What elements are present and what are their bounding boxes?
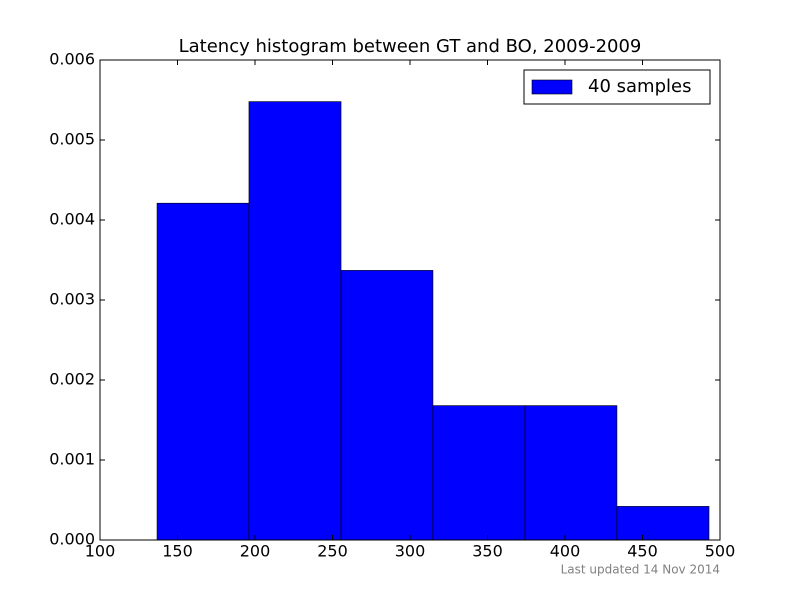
x-tick-label: 350 bbox=[472, 542, 503, 561]
x-tick-label: 450 bbox=[627, 542, 658, 561]
bar bbox=[340, 270, 434, 541]
y-tick-label: 0.002 bbox=[49, 370, 95, 389]
legend-label: 40 samples bbox=[588, 76, 691, 97]
annotation: Last updated 14 Nov 2014 bbox=[561, 563, 720, 577]
x-tick-label: 200 bbox=[240, 542, 271, 561]
x-tick-label: 150 bbox=[162, 542, 193, 561]
x-tick-label: 250 bbox=[317, 542, 348, 561]
x-tick-label: 100 bbox=[85, 542, 116, 561]
y-tick-label: 0.004 bbox=[49, 210, 95, 229]
x-tick-label: 300 bbox=[395, 542, 426, 561]
bar bbox=[616, 506, 710, 541]
bar bbox=[524, 405, 618, 541]
chart-title: Latency histogram between GT and BO, 200… bbox=[179, 36, 642, 57]
x-tick-label: 400 bbox=[550, 542, 581, 561]
y-tick-label: 0.000 bbox=[49, 530, 95, 549]
bar bbox=[432, 405, 526, 541]
y-tick-label: 0.003 bbox=[49, 290, 95, 309]
legend-swatch bbox=[531, 79, 573, 95]
y-tick-label: 0.006 bbox=[49, 50, 95, 69]
bar bbox=[156, 202, 250, 541]
y-tick-label: 0.001 bbox=[49, 450, 95, 469]
y-tick-label: 0.005 bbox=[49, 130, 95, 149]
x-tick-label: 500 bbox=[705, 542, 736, 561]
bar bbox=[248, 101, 342, 541]
